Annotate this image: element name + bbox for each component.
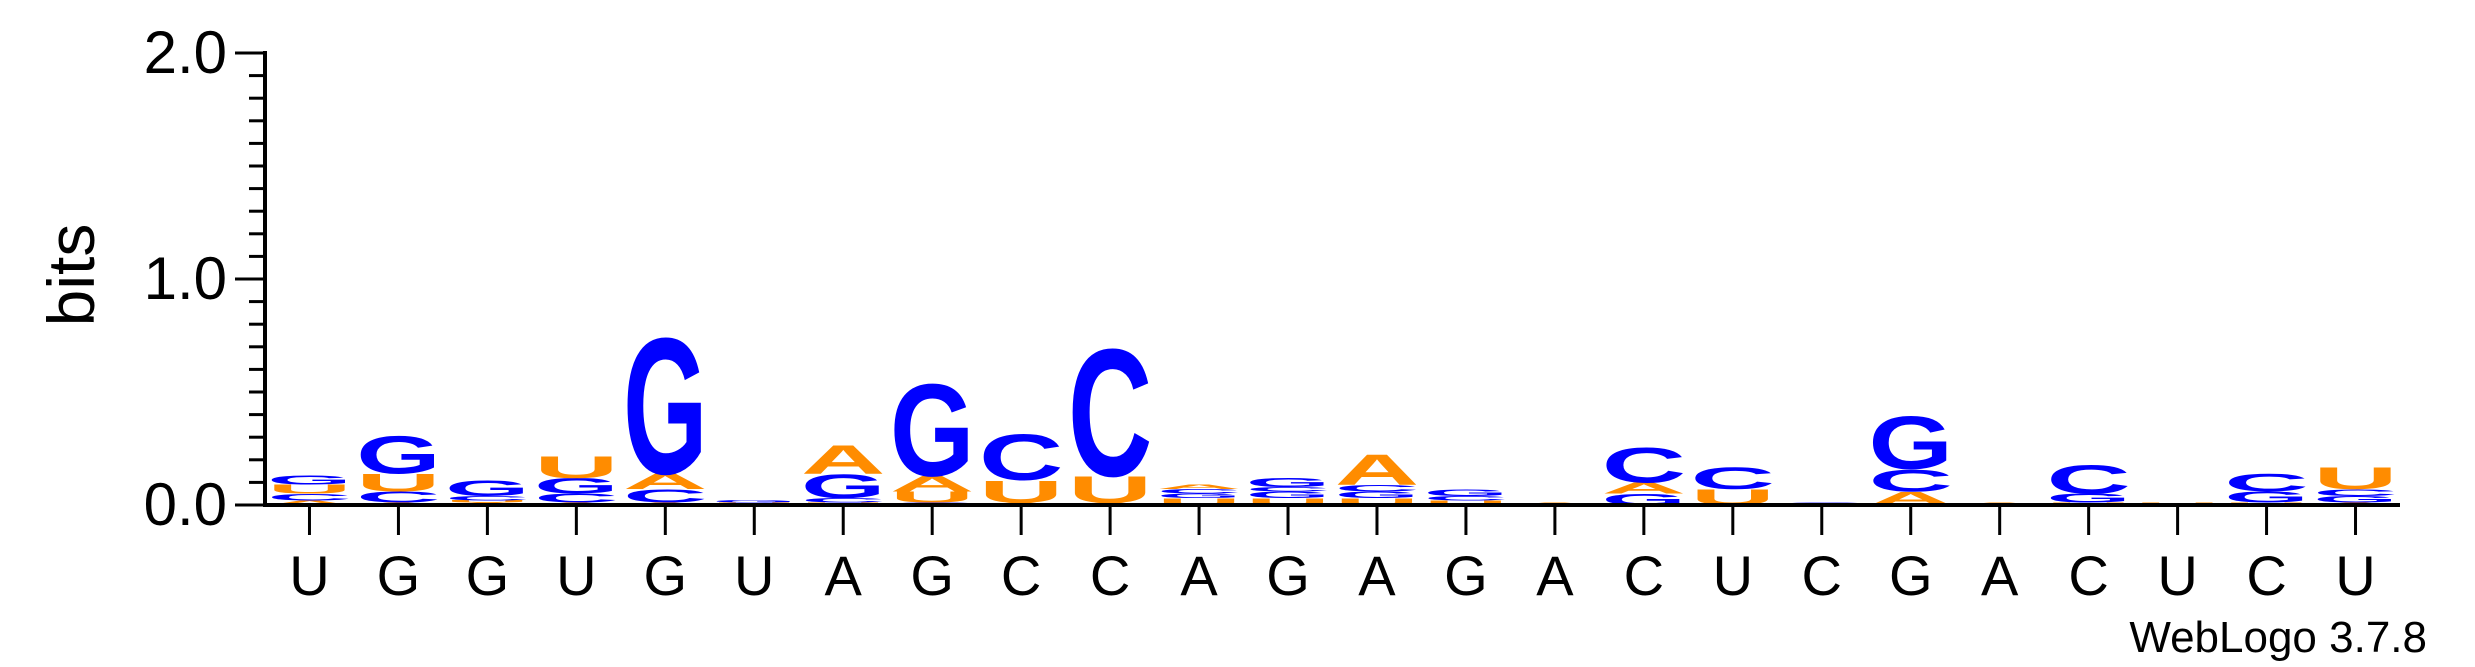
- x-tick-label: A: [1536, 544, 1574, 607]
- x-tick-label: G: [1889, 544, 1933, 607]
- x-tick-label: G: [1266, 544, 1310, 607]
- logo-letter-G: G: [267, 473, 351, 487]
- logo-letter-C: C: [2224, 469, 2309, 497]
- logo-letter-G: G: [445, 476, 529, 501]
- logo-letter-G: G: [623, 298, 707, 515]
- logo-letter-G: G: [1246, 476, 1330, 490]
- logo-letter-G: G: [890, 357, 974, 504]
- x-tick-label: C: [1624, 544, 1664, 607]
- logo-letter-A: A: [1335, 445, 1420, 494]
- logo-letter-C: C: [1602, 437, 1687, 493]
- x-tick-label: A: [1180, 544, 1218, 607]
- y-tick-label: 2.0: [144, 19, 227, 86]
- logo-letter-A: A: [1157, 483, 1242, 490]
- weblogo-credit: WebLogo 3.7.8: [2129, 613, 2427, 662]
- x-tick-label: U: [1713, 544, 1753, 607]
- logo-letter-C: C: [1068, 311, 1153, 514]
- x-tick-label: A: [1358, 544, 1396, 607]
- x-tick-label: U: [556, 544, 596, 607]
- x-tick-label: G: [1444, 544, 1488, 607]
- logo-letter-U: U: [534, 450, 619, 485]
- logo-letter-C: C: [2046, 457, 2131, 503]
- x-tick-label: U: [2157, 544, 2197, 607]
- logo-letter-G: G: [1868, 400, 1952, 485]
- x-tick-label: G: [910, 544, 954, 607]
- x-tick-label: G: [466, 544, 510, 607]
- y-axis-label: bits: [34, 224, 108, 327]
- x-tick-label: U: [289, 544, 329, 607]
- y-axis: 0.0 1.0 2.0: [144, 19, 265, 538]
- x-tick-label: G: [377, 544, 421, 607]
- x-tick-label: G: [644, 544, 688, 607]
- x-tick-label: C: [1001, 544, 1041, 607]
- logo-glyphs: ACUGACUGAUCGACGUACAGUGUCGACUAGAUCAUCUGCA…: [267, 298, 2398, 515]
- x-tick-label: C: [1090, 544, 1130, 607]
- logo-letter-C: C: [979, 421, 1064, 495]
- logo-letter-C: C: [1691, 461, 1776, 496]
- x-tick-label: U: [2335, 544, 2375, 607]
- logo-letter-G: G: [712, 500, 796, 504]
- y-tick-label: 0.0: [144, 471, 227, 538]
- logo-letter-U: U: [2313, 461, 2398, 496]
- x-tick-label: U: [734, 544, 774, 607]
- x-tick-label: C: [2068, 544, 2108, 607]
- x-tick-label: A: [1981, 544, 2019, 607]
- x-tick-label: C: [1802, 544, 1842, 607]
- logo-letter-A: A: [801, 437, 886, 483]
- x-tick-label: C: [2246, 544, 2286, 607]
- y-tick-label: 1.0: [144, 245, 227, 312]
- logo-letter-G: G: [1424, 488, 1508, 499]
- logo-letter-G: G: [356, 426, 440, 485]
- x-tick-label: A: [825, 544, 863, 607]
